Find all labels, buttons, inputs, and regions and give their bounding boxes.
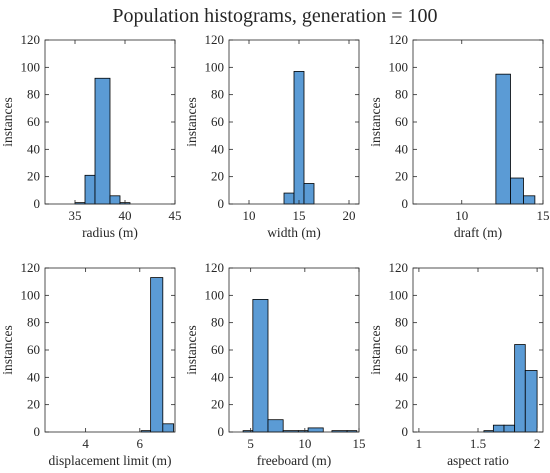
histogram-bar [267,419,284,433]
y-tick-label: 20 [211,397,224,412]
y-tick-label: 20 [27,169,40,184]
y-axis-label: instances [0,97,15,147]
x-axis-label: aspect ratio [447,453,509,468]
y-tick-label: 120 [21,260,41,275]
x-tick-label: 40 [119,208,132,223]
histogram-panel-2: 0 20 40 60 80 100 120 10 15 20 width (m) instances [184,32,360,240]
y-tick-label: 80 [395,315,408,330]
x-tick-label: 5 [247,436,254,451]
x-tick-label: 2 [534,436,541,451]
x-tick-label: 6 [137,436,144,451]
histogram-panel-1: 0 20 40 60 80 100 120 35 40 45 radius (m) instances [0,32,182,240]
x-tick-label: 15 [353,436,366,451]
y-tick-label: 20 [395,397,408,412]
y-tick-label: 40 [395,141,408,156]
y-axis-label: instances [184,97,199,147]
y-tick-label: 60 [27,342,40,357]
y-tick-label: 80 [211,87,224,102]
histogram-panel-6: 0 20 40 60 80 100 120 1 1.5 2 aspect ratio instance… [368,260,544,468]
x-axis-label: width (m) [267,225,321,240]
x-axis-label: displacement limit (m) [49,453,172,468]
y-tick-label: 100 [21,59,41,74]
y-tick-label: 100 [389,59,409,74]
x-tick-label: 10 [298,436,311,451]
y-tick-label: 60 [395,114,408,129]
y-tick-label: 120 [205,32,225,47]
x-tick-label: 20 [343,208,356,223]
axes-box [228,267,360,433]
y-tick-label: 20 [27,397,40,412]
y-tick-label: 120 [389,260,409,275]
y-tick-label: 40 [27,141,40,156]
y-tick-label: 120 [21,32,41,47]
y-tick-label: 40 [395,369,408,384]
histogram-bar [109,195,121,205]
x-axis-label: radius (m) [82,225,138,240]
histogram-bar [252,299,269,433]
y-tick-label: 60 [211,114,224,129]
histogram-bar [510,177,524,205]
x-tick-label: 35 [69,208,82,223]
histogram-panel-3: 0 20 40 60 80 100 120 10 15 draft (m) instances [368,32,550,240]
x-tick-label: 10 [455,208,468,223]
y-tick-label: 40 [211,369,224,384]
y-tick-label: 0 [34,424,41,439]
y-axis-label: instances [368,325,383,375]
x-tick-label: 10 [243,208,256,223]
y-tick-label: 0 [218,196,225,211]
x-tick-label: 4 [82,436,89,451]
y-tick-label: 100 [205,59,225,74]
histogram-bar [523,195,536,205]
histogram-bar [492,424,505,433]
y-tick-label: 40 [211,141,224,156]
y-tick-label: 60 [27,114,40,129]
y-tick-label: 100 [21,287,41,302]
y-tick-label: 0 [218,424,225,439]
y-tick-label: 20 [211,169,224,184]
histogram-panel-4: 0 20 40 60 80 100 120 4 6 displacement limit (m) i… [0,260,176,468]
histogram-bar [503,424,516,433]
x-axis-label: freeboard (m) [257,453,332,468]
y-tick-label: 120 [205,260,225,275]
y-tick-label: 120 [389,32,409,47]
figure-title: Population histograms, generation = 100 [112,5,437,27]
y-tick-label: 40 [27,369,40,384]
x-tick-label: 45 [169,208,182,223]
histogram-bar [307,427,324,433]
histogram-bar [303,183,315,205]
histogram-panel-5: 0 20 40 60 80 100 120 5 10 15 freeboard (m) instanc… [184,260,366,468]
y-tick-label: 80 [211,315,224,330]
y-axis-label: instances [184,325,199,375]
y-tick-label: 60 [211,342,224,357]
y-tick-label: 100 [389,287,409,302]
histogram-bar [150,277,164,433]
y-axis-label: instances [368,97,383,147]
y-tick-label: 0 [402,196,409,211]
y-tick-label: 20 [395,169,408,184]
x-tick-label: 1 [416,436,423,451]
y-tick-label: 80 [395,87,408,102]
y-tick-label: 60 [395,342,408,357]
histogram-bar [94,77,111,205]
y-tick-label: 0 [34,196,41,211]
x-axis-label: draft (m) [454,225,502,240]
histogram-bar [293,71,305,205]
y-tick-label: 80 [27,87,40,102]
histogram-bar [495,73,511,205]
x-tick-label: 15 [293,208,306,223]
histogram-bar [84,174,96,205]
histogram-bar [524,370,538,433]
histogram-bar [162,423,175,433]
histogram-bar [514,344,526,433]
histogram-bar [283,192,295,205]
y-tick-label: 0 [402,424,409,439]
x-tick-label: 15 [537,208,550,223]
x-tick-label: 1.5 [470,436,486,451]
y-axis-label: instances [0,325,15,375]
y-tick-label: 100 [205,287,225,302]
y-tick-label: 80 [27,315,40,330]
